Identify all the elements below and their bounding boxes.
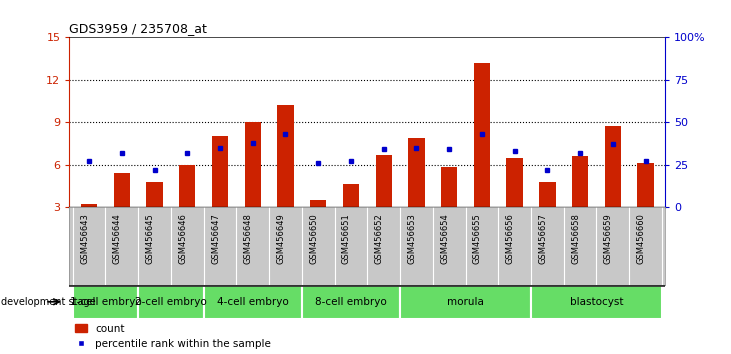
Bar [441,167,458,207]
Text: GSM456652: GSM456652 [375,213,384,264]
Text: 2-cell embryo: 2-cell embryo [135,297,207,307]
Text: GSM456649: GSM456649 [276,213,286,264]
Bar [400,285,531,319]
Bar [507,158,523,207]
Bar [72,285,138,319]
Text: GSM456656: GSM456656 [506,213,515,264]
Text: morula: morula [447,297,484,307]
Text: development stage: development stage [1,297,95,307]
Text: GSM456644: GSM456644 [113,213,122,264]
Bar [81,204,97,207]
Text: GSM456659: GSM456659 [604,213,613,264]
Text: GSM456657: GSM456657 [538,213,548,264]
Text: blastocyst: blastocyst [569,297,624,307]
Bar [113,173,130,207]
Text: GSM456648: GSM456648 [243,213,253,264]
Bar [572,156,588,207]
Bar [310,200,327,207]
Bar [146,182,163,207]
Bar [376,155,392,207]
Bar [408,138,425,207]
Bar [302,285,400,319]
Bar [474,63,490,207]
Text: 4-cell embryo: 4-cell embryo [217,297,289,307]
Text: GSM456650: GSM456650 [309,213,318,264]
Text: GSM456646: GSM456646 [178,213,187,264]
Bar [343,184,359,207]
Bar [245,122,261,207]
Text: GSM456658: GSM456658 [571,213,580,264]
Text: GSM456643: GSM456643 [80,213,89,264]
Bar [637,163,654,207]
Legend: count, percentile rank within the sample: count, percentile rank within the sample [75,324,271,349]
Text: 8-cell embryo: 8-cell embryo [315,297,387,307]
Text: GDS3959 / 235708_at: GDS3959 / 235708_at [69,22,208,35]
Text: GSM456654: GSM456654 [440,213,449,264]
Bar [138,285,204,319]
Bar [204,285,302,319]
Bar [179,165,195,207]
Text: GSM456660: GSM456660 [637,213,645,264]
Bar [212,136,228,207]
Text: GSM456651: GSM456651 [342,213,351,264]
Text: GSM456655: GSM456655 [473,213,482,264]
Text: GSM456647: GSM456647 [211,213,220,264]
Bar [539,182,556,207]
Bar [605,126,621,207]
Text: GSM456653: GSM456653 [407,213,417,264]
Bar [277,105,294,207]
Text: GSM456645: GSM456645 [145,213,154,264]
Text: 1-cell embryo: 1-cell embryo [69,297,141,307]
Bar [531,285,662,319]
